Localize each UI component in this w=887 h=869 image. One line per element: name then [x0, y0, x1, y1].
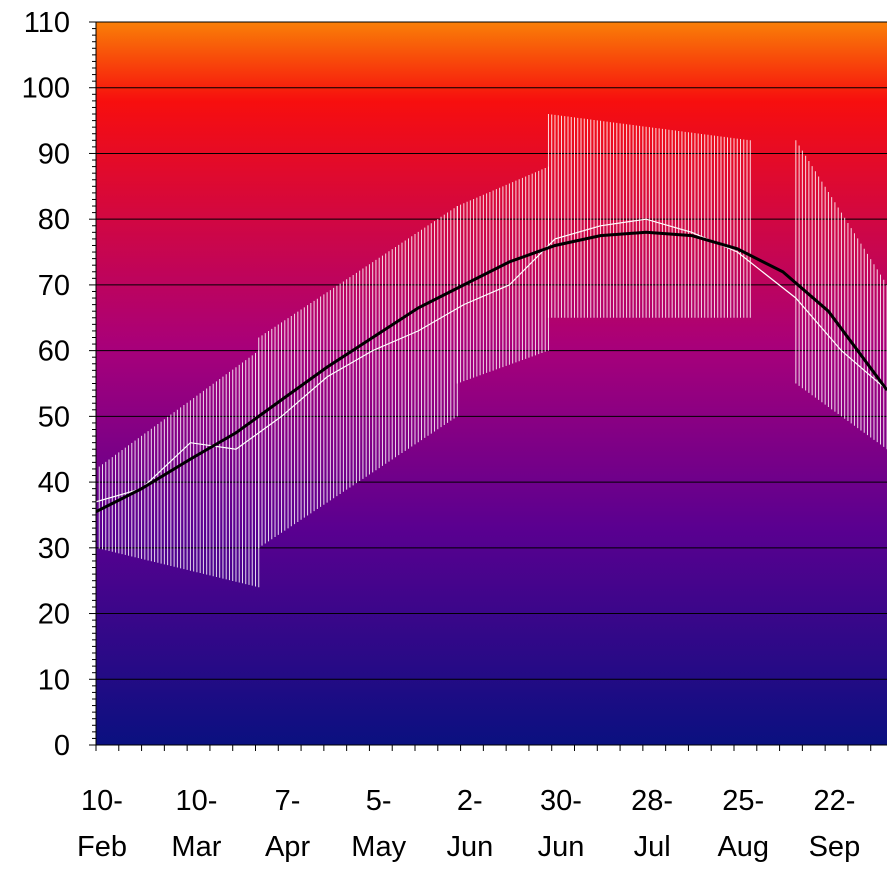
x-tick-label-month: Jul: [634, 831, 671, 863]
y-tick-label: 50: [38, 401, 70, 433]
line-point: [235, 448, 237, 450]
y-tick-label: 10: [38, 664, 70, 696]
daily-range-series: [96, 114, 887, 588]
x-tick-label-month: Mar: [171, 831, 221, 863]
x-tick-label-day: 30-: [540, 785, 582, 817]
line-point: [795, 297, 797, 299]
line-point: [645, 231, 647, 233]
y-tick-label: 30: [38, 533, 70, 565]
x-tick-label-day: 28-: [631, 785, 673, 817]
line-point: [281, 415, 283, 417]
plot-background: [96, 22, 887, 745]
x-tick-label-day: 7-: [275, 785, 301, 817]
series-layer: [96, 114, 887, 588]
line-point: [417, 307, 419, 309]
y-tick-label: 60: [38, 336, 70, 368]
y-axis-tick-labels: 0 10 20 30 40 50 60 70 80 90 100 110: [22, 7, 70, 762]
line-point: [554, 238, 556, 240]
normal-curve-line: [96, 230, 887, 514]
x-axis-tick-labels: 10- Feb 10- Mar 7- Apr 5- May 2- Jun 30- Jun 28- Jul 2…: [77, 785, 860, 863]
x-tick-label-day: 22-: [813, 785, 855, 817]
y-tick-label: 100: [22, 73, 70, 105]
line-point: [281, 399, 283, 401]
line-point: [417, 330, 419, 332]
line-point: [827, 310, 829, 312]
axes: [89, 21, 887, 751]
line-point: [691, 231, 693, 233]
line-point: [326, 366, 328, 368]
x-tick-label-month: Sep: [809, 831, 861, 863]
line-point: [554, 244, 556, 246]
line-point: [235, 432, 237, 434]
x-tick-label-month: Jun: [446, 831, 493, 863]
x-tick-label-month: Apr: [265, 831, 310, 863]
line-point: [736, 248, 738, 250]
line-point: [691, 235, 693, 237]
line-point: [326, 376, 328, 378]
line-point: [372, 350, 374, 352]
y-tick-label: 0: [54, 730, 70, 762]
line-point: [840, 350, 842, 352]
x-tick-label-day: 10-: [175, 785, 217, 817]
line-point: [508, 261, 510, 263]
x-tick-label-day: 10-: [81, 785, 123, 817]
x-tick-label-day: 25-: [722, 785, 764, 817]
line-point: [645, 218, 647, 220]
line-point: [189, 458, 191, 460]
x-tick-label-day: 2-: [457, 785, 483, 817]
y-tick-label: 40: [38, 467, 70, 499]
line-point: [463, 284, 465, 286]
line-point: [372, 336, 374, 338]
x-tick-label-month: May: [351, 831, 406, 863]
line-point: [508, 284, 510, 286]
x-tick-label-month: Feb: [77, 831, 127, 863]
line-point: [463, 304, 465, 306]
y-tick-label: 20: [38, 599, 70, 631]
line-point: [736, 251, 738, 253]
line-point: [600, 225, 602, 227]
y-tick-label: 80: [38, 204, 70, 236]
grid-lines: [96, 21, 887, 680]
x-tick-label-month: Jun: [538, 831, 585, 863]
line-point: [189, 442, 191, 444]
x-tick-label-month: Aug: [717, 831, 769, 863]
average-line: [96, 218, 887, 503]
line-point: [600, 235, 602, 237]
x-tick-label-day: 5-: [366, 785, 392, 817]
y-tick-label: 90: [38, 138, 70, 170]
y-tick-label: 70: [38, 270, 70, 302]
line-point: [141, 488, 143, 490]
line-point: [782, 271, 784, 273]
y-tick-label: 110: [24, 7, 70, 39]
